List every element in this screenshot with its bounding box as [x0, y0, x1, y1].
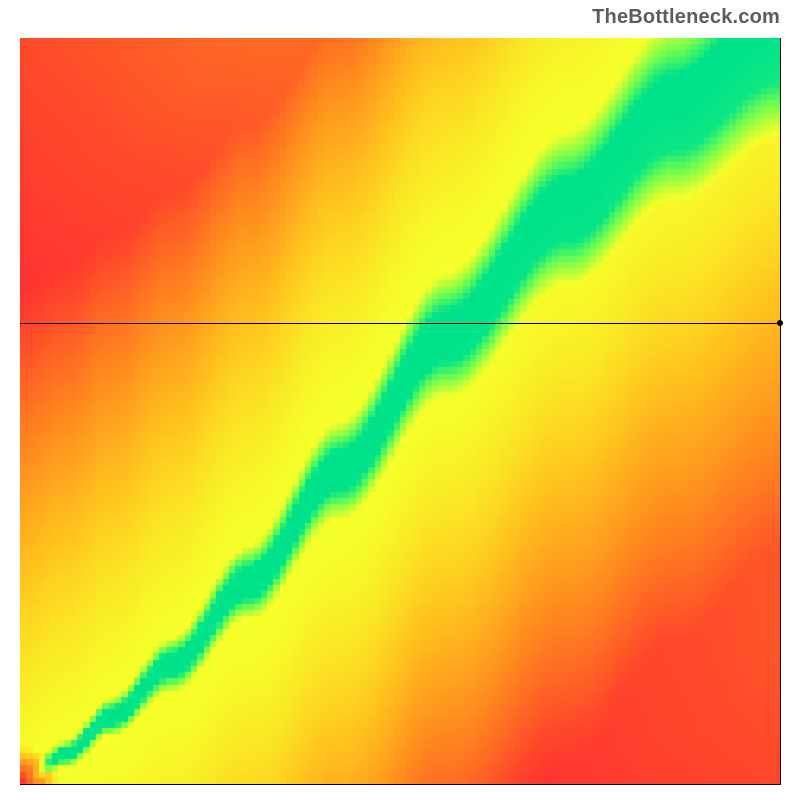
x-axis [20, 784, 780, 785]
watermark-text: TheBottleneck.com [592, 6, 780, 29]
horizontal-reference-endpoint [777, 320, 783, 326]
y-axis [780, 38, 781, 785]
heatmap-canvas [20, 38, 780, 784]
horizontal-reference-line [20, 323, 780, 324]
heatmap-plot [20, 38, 780, 784]
